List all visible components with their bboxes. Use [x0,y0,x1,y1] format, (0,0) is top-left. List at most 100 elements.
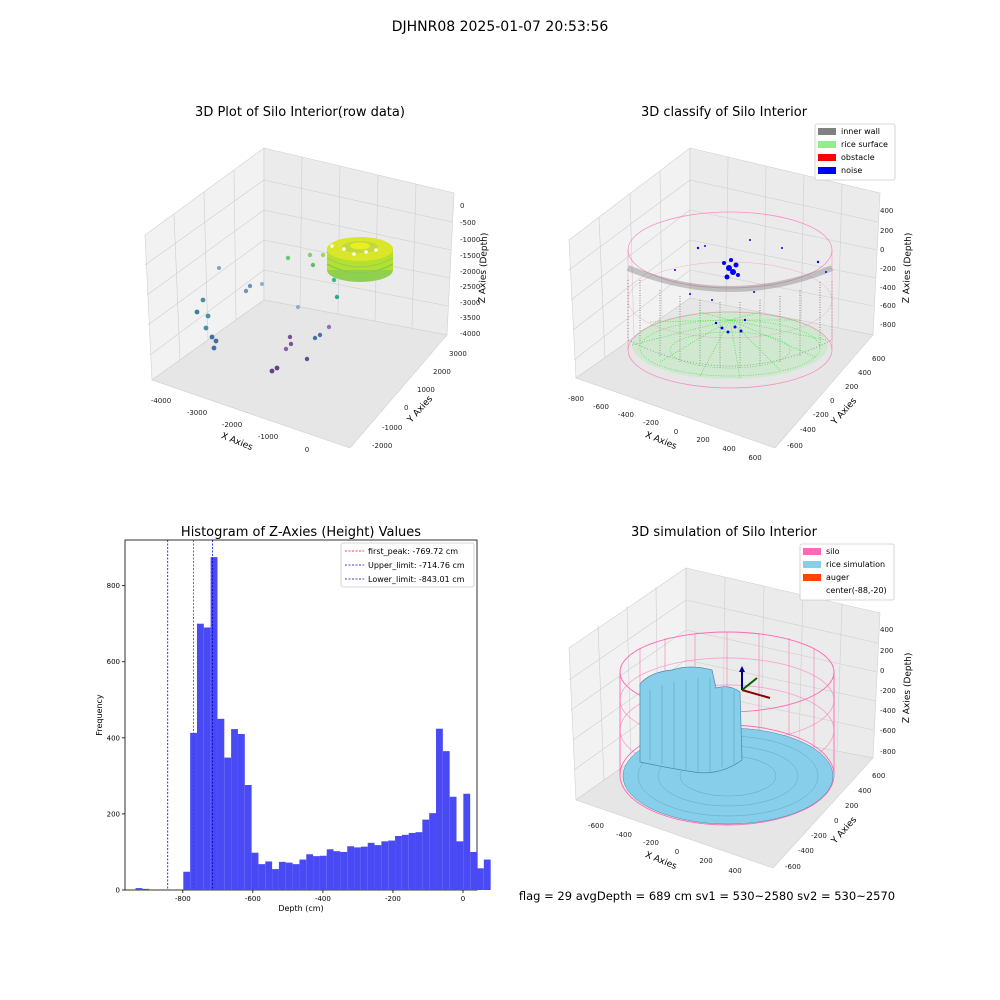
raw-point [211,345,217,351]
histogram-x-tick-label: -600 [245,895,261,903]
raw-y-tick: 3000 [449,350,467,358]
raw-3d-floor [151,299,448,449]
histogram-bar [347,846,355,890]
legend-lower-limit-label: Lower_limit: -843.01 cm [368,575,465,584]
sim-y-tick: -600 [785,863,801,871]
raw-y-tick: 0 [404,404,408,412]
histogram-y-ticks: 0 200 400 600 800 [107,582,125,895]
classify-z-tick: -800 [880,321,896,329]
classify-y-tick: -600 [787,442,803,450]
raw-point [312,335,318,341]
histogram-x-tick-label: -400 [315,895,331,903]
histogram-vlines [167,540,214,890]
raw-point [217,266,221,270]
histogram-bar [354,847,361,890]
histogram-bar [463,793,471,890]
raw-x-tick: -2000 [222,421,242,429]
classify-x-tick: 400 [722,445,735,453]
simulation-3d-legend: silo rice simulation auger center(-88,-2… [799,543,895,601]
simulation-3d-auger [739,666,771,699]
legend-swatch-obstacle [818,154,836,161]
sim-x-tick: -600 [588,822,604,830]
raw-z-tick: -4000 [460,330,480,338]
sim-z-tick: 200 [880,647,893,655]
histogram-y-tick-label: 600 [107,658,120,666]
status-footer: flag = 29 avgDepth = 689 cm sv1 = 530~25… [519,889,895,903]
histogram-bar [244,785,252,890]
legend-label-inner-wall: inner wall [841,127,880,136]
classify-y-tick: 400 [858,369,871,377]
raw-point [334,294,340,300]
histogram-bar [340,851,348,890]
sim-x-tick: 400 [728,867,741,875]
raw-z-tick: -1000 [460,236,480,244]
histogram-bar [265,861,273,890]
raw-point [288,341,294,347]
histogram-bar [142,888,150,890]
figure-title: DJHNR08 2025-01-07 20:53:56 [392,19,609,35]
raw-point [243,288,249,294]
histogram-bar [456,841,464,890]
histogram-bar [258,864,266,890]
raw-point [296,305,300,309]
histogram-x-ticks: -800 -600 -400 -200 0 [175,890,465,903]
legend-label-center: center(-88,-20) [826,586,887,595]
classify-z-tick: -600 [880,302,896,310]
histogram-bar [183,871,191,890]
histogram-bar [422,819,430,890]
raw-point [317,332,323,338]
histogram-bar [313,856,320,890]
classify-z-tick: -400 [880,284,896,292]
sim-x-tick: 200 [699,857,712,865]
classify-x-tick: 600 [748,454,761,462]
histogram-bar [374,845,382,890]
histogram-bar [285,862,293,890]
raw-z-tick: 0 [460,202,464,210]
raw-z-tick: -3500 [460,314,480,322]
histogram-bar [292,864,300,890]
raw-y-tick: -1000 [382,424,402,432]
legend-label-rice-surface: rice surface [841,140,888,149]
histogram-bar [319,855,327,890]
histogram-bar [483,859,491,890]
legend-swatch-auger [803,574,821,581]
raw-point [213,338,219,344]
histogram-bar [367,842,375,890]
raw-point [307,252,313,258]
classify-z-tick: 200 [880,227,893,235]
raw-3d-points [194,252,340,374]
raw-x-label: X Axies [219,431,254,453]
classify-z-label: Z Axies (Depth) [902,233,914,304]
classify-z-tick: -200 [880,265,896,273]
sim-y-tick: 0 [834,817,838,825]
raw-point [283,346,289,352]
raw-point [209,334,215,340]
raw-point [326,324,332,330]
classify-3d-ticks: -800 -600 -400 -200 0 200 400 600 -600 -… [568,207,896,462]
histogram-bar [251,852,259,890]
histogram-bar [395,835,402,890]
raw-point [287,334,293,340]
histogram-bar [470,851,477,890]
histogram-bar [326,849,334,890]
classify-y-tick: -200 [813,411,829,419]
classify-x-tick: -800 [568,395,584,403]
raw-y-tick: 2000 [433,368,451,376]
histogram-bar [135,888,143,890]
raw-3d-axes-box [144,147,455,449]
raw-point [260,282,264,286]
histogram-bar [237,734,245,890]
sim-z-tick: 0 [880,667,884,675]
classify-y-tick: -400 [800,426,816,434]
classify-x-tick: 0 [674,428,678,436]
histogram-x-tick-label: -800 [175,895,191,903]
sim-z-tick: -800 [880,748,896,756]
histogram-bar [381,841,389,890]
raw-point [200,297,206,303]
simulation-3d-rice [622,666,834,825]
classify-3d-cylinder [626,211,834,389]
histogram-bars [135,557,491,890]
classify-x-tick: -200 [643,419,659,427]
histogram-bar [231,729,238,890]
simulation-3d-title: 3D simulation of Silo Interior [631,525,818,540]
